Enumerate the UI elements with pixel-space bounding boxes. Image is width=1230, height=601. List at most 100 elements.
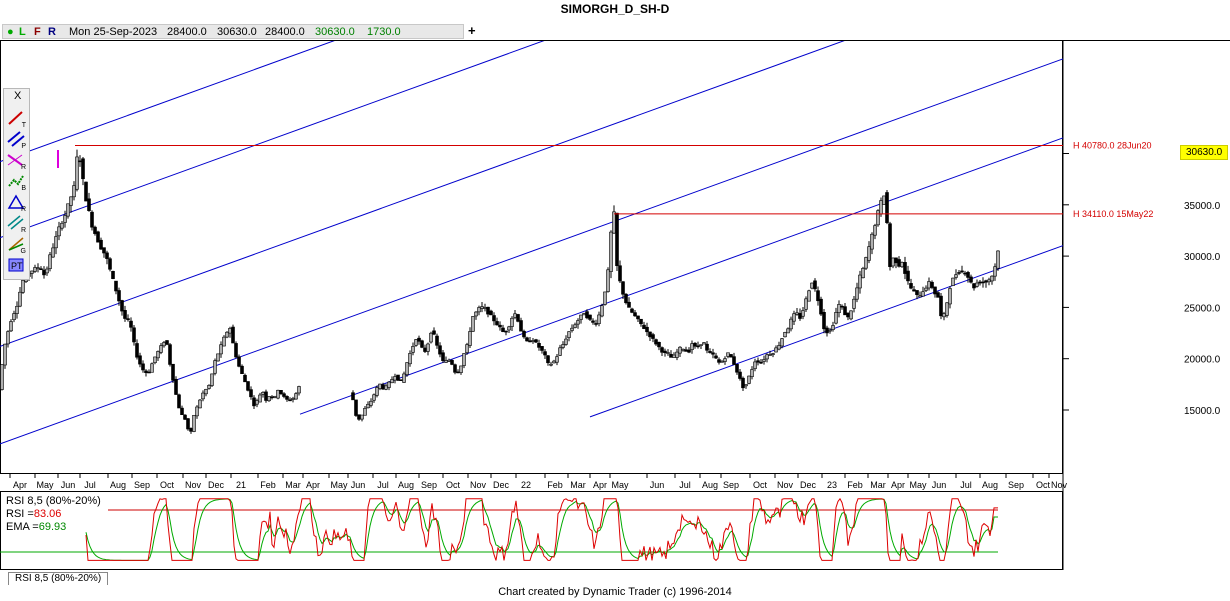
candle-body	[18, 291, 22, 307]
candle-body	[393, 376, 397, 381]
candle-body	[534, 339, 538, 343]
candle-body	[432, 330, 436, 335]
candle-body	[252, 397, 256, 407]
candle-body	[414, 339, 418, 346]
candle-body	[126, 318, 130, 320]
candle-body	[579, 314, 583, 320]
x-tick-label: Mar	[570, 480, 586, 490]
x-tick-label: Oct	[1036, 480, 1051, 490]
candle-body	[996, 250, 1000, 269]
parallel-channel-icon[interactable]: P	[6, 130, 26, 150]
candle-body	[72, 185, 76, 198]
candle-body	[198, 399, 202, 409]
bar-tool-icon[interactable]: B	[6, 172, 26, 192]
x-tick-label: Feb	[547, 480, 563, 490]
mode-l-button[interactable]: L	[19, 26, 26, 38]
trendline-icon[interactable]: T	[6, 109, 26, 129]
candle-body	[459, 365, 463, 373]
candle-body	[282, 393, 286, 397]
candle-body	[351, 392, 355, 401]
candle-body	[837, 304, 841, 313]
candle-body	[810, 282, 814, 289]
candle-body	[522, 330, 526, 338]
rsi-tab[interactable]: RSI 8,5 (80%-20%)	[8, 572, 109, 585]
retracement-icon[interactable]: R	[6, 193, 26, 213]
candle-body	[54, 236, 58, 249]
channel-line	[0, 58, 1063, 445]
candle-body	[285, 396, 289, 400]
quote-high: 30630.0	[217, 26, 257, 38]
candle-body	[12, 313, 16, 320]
rsi-legend-title: RSI 8,5 (80%-20%)	[6, 495, 101, 507]
candle-body	[297, 386, 301, 394]
x-tick-label: 21	[236, 480, 246, 490]
x-tick-label: Apr	[13, 480, 27, 490]
candle-body	[531, 340, 535, 342]
quote-open: 28400.0	[167, 26, 207, 38]
candle-body	[939, 295, 943, 317]
candle-body	[813, 280, 817, 290]
candle-body	[87, 198, 91, 211]
channel-line	[299, 137, 1063, 415]
rsi-legend: RSI 8,5 (80%-20%) RSI =83.06 EMA =69.93	[6, 495, 101, 534]
candle-body	[504, 330, 508, 333]
candle-body	[90, 211, 94, 228]
ema-line	[85, 498, 998, 561]
candle-body	[894, 257, 898, 264]
ratio-icon[interactable]: R	[6, 151, 26, 171]
tool-letter: R	[20, 206, 26, 213]
candle-body	[756, 360, 760, 363]
candle-body	[981, 281, 985, 284]
candle-body	[609, 231, 613, 272]
candle-body	[546, 355, 550, 364]
tool-letter: R	[20, 164, 26, 171]
candle-body	[618, 265, 622, 282]
candle-body	[381, 384, 385, 390]
mode-f-button[interactable]: F	[34, 26, 41, 38]
candle-body	[9, 321, 13, 332]
candle-body	[858, 274, 862, 289]
candle-body	[786, 328, 790, 334]
candle-body	[963, 272, 967, 275]
candle-body	[195, 406, 199, 417]
add-icon[interactable]: +	[468, 23, 476, 38]
candle-body	[945, 302, 949, 316]
candle-body	[402, 373, 406, 383]
candle-body	[822, 312, 826, 330]
candle-body	[942, 313, 946, 318]
candle-body	[648, 331, 652, 338]
tool-letter: P	[21, 143, 26, 150]
candle-body	[0, 364, 4, 390]
toolbar-close-icon[interactable]: X	[14, 90, 22, 102]
candle-body	[273, 395, 277, 398]
candle-body	[594, 323, 598, 325]
candle-body	[726, 352, 730, 357]
candle-body	[615, 212, 619, 267]
ray-icon[interactable]: R	[6, 214, 26, 234]
candle-body	[354, 399, 358, 416]
candle-body	[891, 257, 895, 267]
pt-icon[interactable]: PT	[6, 256, 26, 274]
gann-icon[interactable]: G	[6, 235, 26, 255]
quote-close: 30630.0	[315, 26, 355, 38]
candle-body	[729, 354, 733, 358]
candle-body	[48, 254, 52, 269]
mode-r-button[interactable]: R	[48, 26, 56, 38]
candle-body	[456, 371, 460, 374]
candle-body	[585, 311, 589, 319]
candle-body	[357, 414, 361, 420]
candle-body	[828, 329, 832, 332]
candle-body	[192, 414, 196, 432]
candle-body	[645, 326, 649, 333]
candle-body	[582, 313, 586, 316]
candle-body	[108, 258, 112, 270]
candle-body	[870, 233, 874, 250]
candle-body	[633, 312, 637, 317]
candle-body	[180, 407, 184, 416]
candle-body	[249, 389, 253, 398]
footer-credit: Chart created by Dynamic Trader (c) 1996…	[498, 586, 732, 598]
candle-body	[987, 279, 991, 283]
candle-body	[6, 331, 10, 345]
candle-body	[240, 365, 244, 375]
candle-body	[789, 318, 793, 330]
